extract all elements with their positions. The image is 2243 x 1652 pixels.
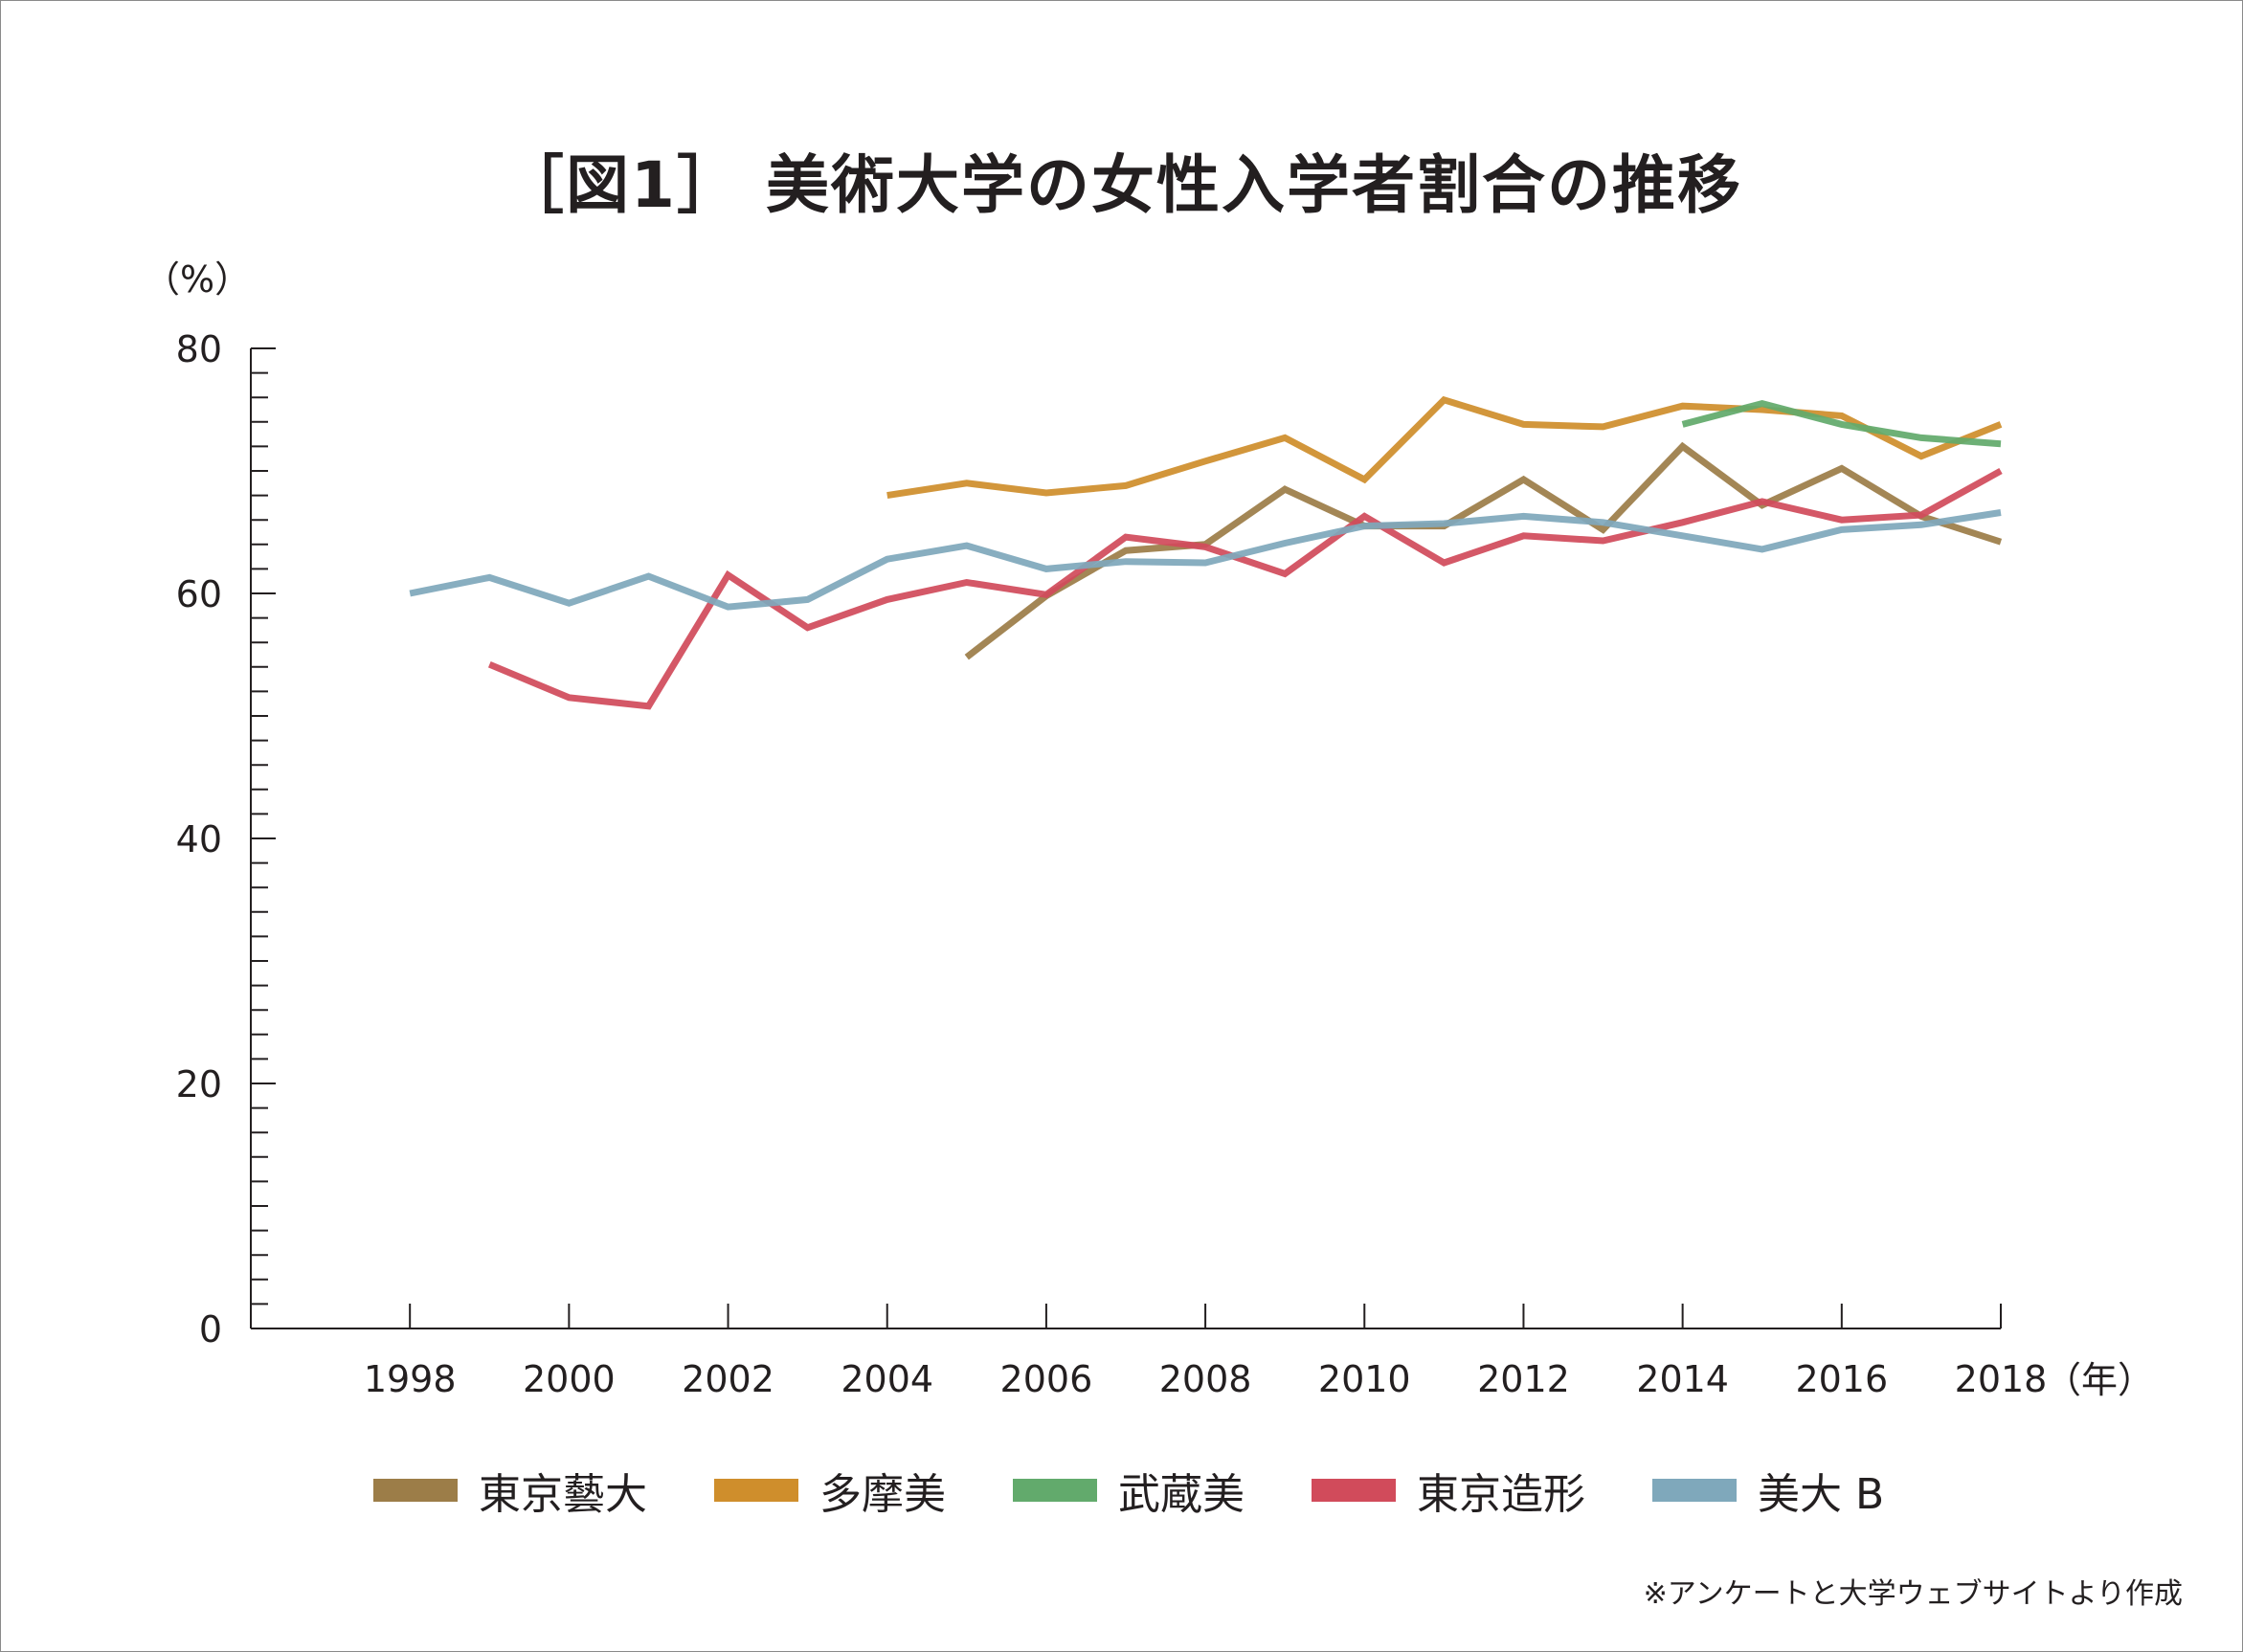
legend-item-musabi: 武蔵美 [1013, 1460, 1245, 1521]
y-tick-label: 40 [176, 818, 222, 860]
legend-item-tokyo-zokei: 東京造形 [1312, 1460, 1585, 1521]
chart-title: ［図1］ 美術大学の女性入学者割合の推移 [501, 148, 1742, 222]
legend-swatch [1312, 1479, 1396, 1502]
y-tick-label: 60 [176, 573, 222, 615]
legend-swatch [373, 1479, 458, 1502]
series-line-musabi [1681, 399, 2002, 448]
x-tick-label: 2010 [1318, 1358, 1411, 1400]
series-line-tokyo-zokei [487, 467, 2003, 710]
x-tick-label: 2008 [1159, 1358, 1252, 1400]
y-tick-label: 20 [176, 1063, 222, 1105]
y-axis-unit-label: （%） [144, 258, 251, 301]
x-tick-label: 2004 [841, 1358, 933, 1400]
x-tick-label: 2000 [523, 1358, 616, 1400]
legend: 東京藝大 多摩美 武蔵美 東京造形 美大 B [373, 1460, 1951, 1521]
y-tick-label: 80 [176, 328, 222, 370]
series-line-tamabi [886, 395, 2003, 500]
legend-swatch [714, 1479, 798, 1502]
legend-swatch [1013, 1479, 1097, 1502]
x-tick-label: 2012 [1477, 1358, 1570, 1400]
x-tick-label: 1998 [364, 1358, 457, 1400]
legend-item-tokyo-geidai: 東京藝大 [373, 1460, 647, 1521]
legend-label: 美大 B [1758, 1470, 1885, 1519]
legend-label: 武蔵美 [1118, 1470, 1245, 1519]
x-tick-label: 2006 [1000, 1358, 1093, 1400]
legend-swatch [1652, 1479, 1737, 1502]
legend-item-bidai-b: 美大 B [1652, 1460, 1884, 1521]
x-tick-label: 2014 [1636, 1358, 1729, 1400]
series-line-bidai-b [409, 509, 2002, 611]
x-tick-label: 2002 [682, 1358, 774, 1400]
source-note: ※アンケートと大学ウェブサイトより作成 [1643, 1577, 2183, 1611]
legend-label: 東京藝大 [479, 1470, 647, 1519]
x-axis-unit-label: （年） [2045, 1359, 2154, 1401]
x-tick-label: 2016 [1795, 1358, 1888, 1400]
legend-item-tamabi: 多摩美 [714, 1460, 946, 1521]
series-line-tokyo-geidai [964, 441, 2003, 660]
legend-label: 多摩美 [819, 1470, 946, 1519]
x-tick-label: 2018 [1955, 1358, 2048, 1400]
y-tick-label: 0 [199, 1308, 222, 1351]
legend-label: 東京造形 [1417, 1470, 1585, 1519]
